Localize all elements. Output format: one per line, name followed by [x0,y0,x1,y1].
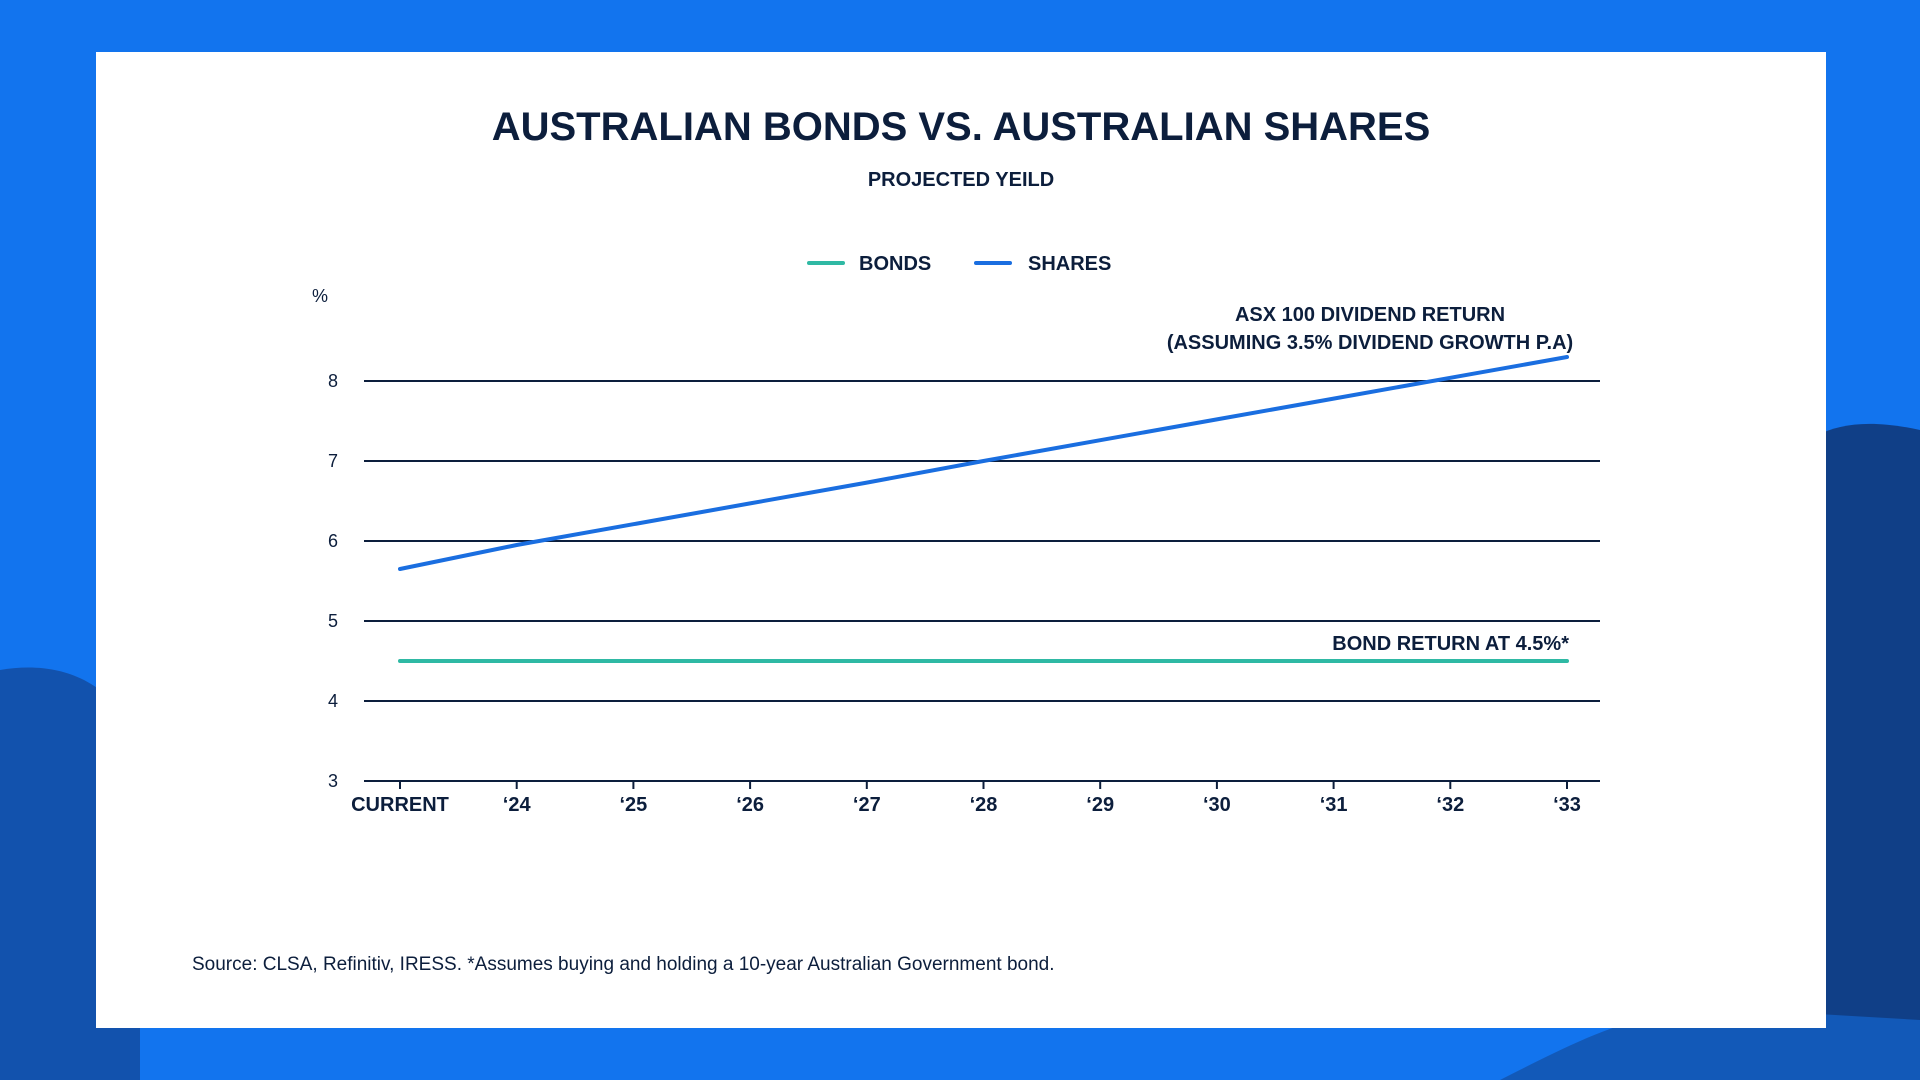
x-tick-label: ‘29 [1086,794,1114,816]
chart-subtitle: PROJECTED YEILD [868,169,1054,191]
legend: BONDS SHARES [807,253,1111,275]
legend-label-bonds: BONDS [859,253,931,275]
shares-annotation-line1: ASX 100 DIVIDEND RETURN [1235,304,1505,326]
x-tick-label: ‘33 [1553,794,1581,816]
x-tick-label: ‘24 [503,794,532,816]
x-tick-label: ‘26 [736,794,764,816]
bonds-annotation: BOND RETURN AT 4.5%* [1332,633,1569,655]
legend-label-shares: SHARES [1028,253,1111,275]
y-axis-ticks: 3 4 5 6 7 8 [328,371,338,791]
x-tick-label: ‘31 [1320,794,1348,816]
shares-annotation-line2: (ASSUMING 3.5% DIVIDEND GROWTH P.A) [1167,332,1573,354]
y-tick-label: 4 [328,691,338,711]
x-tick-label: ‘30 [1203,794,1231,816]
series-line-shares [398,355,1569,571]
x-tick-label: ‘32 [1436,794,1464,816]
x-tick-label: CURRENT [351,794,449,816]
x-tick-label: ‘28 [970,794,998,816]
y-tick-label: 7 [328,451,338,471]
source-note: Source: CLSA, Refinitiv, IRESS. *Assumes… [192,954,1055,975]
y-axis-label: % [312,286,328,306]
line-chart: AUSTRALIAN BONDS VS. AUSTRALIAN SHARES P… [192,105,1600,975]
x-tick-label: ‘27 [853,794,881,816]
y-tick-label: 6 [328,531,338,551]
x-tick-label: ‘25 [619,794,647,816]
gridlines [364,380,1600,782]
y-tick-label: 5 [328,611,338,631]
series-lines [398,355,1569,663]
chart-card: AUSTRALIAN BONDS VS. AUSTRALIAN SHARES P… [96,52,1826,1028]
x-axis: CURRENT ‘24 ‘25 ‘26 ‘27 ‘28 ‘29 ‘30 ‘31 ‘32 ‘33 [351,781,1581,816]
y-tick-label: 3 [328,771,338,791]
chart-title: AUSTRALIAN BONDS VS. AUSTRALIAN SHARES [492,105,1431,149]
y-tick-label: 8 [328,371,338,391]
